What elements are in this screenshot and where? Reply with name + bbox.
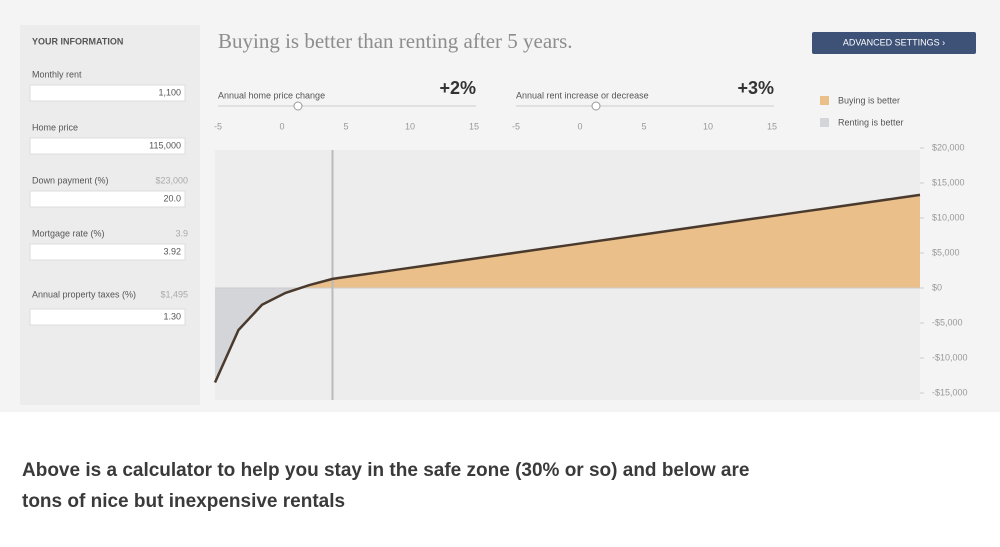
field-label: Down payment (%)	[32, 175, 109, 185]
caption-line: Above is a calculator to help you stay i…	[22, 460, 749, 481]
y-tick-label: -$5,000	[932, 317, 963, 327]
legend-swatch	[820, 118, 829, 127]
y-tick-label: $0	[932, 282, 942, 292]
slider-tick: -5	[214, 121, 222, 131]
field-label: Home price	[32, 122, 78, 132]
legend-label: Renting is better	[838, 117, 904, 127]
y-tick-label: $15,000	[932, 177, 965, 187]
slider-tick: 0	[279, 121, 284, 131]
field-input[interactable]	[29, 308, 186, 326]
y-tick-label: -$10,000	[932, 352, 968, 362]
field-hint: $1,495	[160, 289, 188, 299]
slider-tick: -5	[512, 121, 520, 131]
slider-tick: 10	[405, 121, 415, 131]
slider-knob[interactable]	[293, 101, 303, 111]
field-value[interactable]: 1.30	[163, 311, 181, 321]
legend-label: Buying is better	[838, 95, 900, 105]
y-tick-label: $10,000	[932, 212, 965, 222]
caption-line: tons of nice but inexpensive rentals	[22, 491, 345, 512]
y-tick-label: $20,000	[932, 142, 965, 152]
field-value[interactable]: 1,100	[158, 87, 181, 97]
slider-tick: 15	[469, 121, 479, 131]
slider-tick: 10	[703, 121, 713, 131]
area-positive	[215, 194, 920, 288]
button-label[interactable]: ADVANCED SETTINGS ›	[843, 37, 945, 47]
field-hint: 3.9	[175, 228, 188, 238]
slider-tick: 0	[577, 121, 582, 131]
sidebar-heading: YOUR INFORMATION	[32, 36, 123, 46]
field-label: Annual property taxes (%)	[32, 289, 136, 299]
field-input[interactable]	[29, 84, 186, 102]
advanced-settings-button[interactable]	[812, 32, 976, 54]
field-input[interactable]	[29, 190, 186, 208]
sidebar	[20, 25, 200, 405]
y-tick-label: $5,000	[932, 247, 960, 257]
slider-label: Annual home price change	[218, 90, 325, 100]
legend-swatch	[820, 96, 829, 105]
field-hint: $23,000	[155, 175, 188, 185]
slider-tick: 5	[641, 121, 646, 131]
line	[213, 193, 921, 384]
field-label: Mortgage rate (%)	[32, 228, 105, 238]
slider-tick: 15	[767, 121, 777, 131]
slider-label: Annual rent increase or decrease	[516, 90, 649, 100]
field-label: Monthly rent	[32, 69, 82, 79]
slider-knob[interactable]	[591, 101, 601, 111]
field-input[interactable]	[29, 243, 186, 261]
slider-value: +2%	[439, 78, 476, 98]
slider-value: +3%	[737, 78, 774, 98]
field-input[interactable]	[29, 137, 186, 155]
headline: Buying is better than renting after 5 ye…	[218, 29, 573, 53]
field-value[interactable]: 115,000	[149, 140, 181, 150]
slider-tick: 5	[343, 121, 348, 131]
field-value[interactable]: 3.92	[163, 246, 181, 256]
field-value[interactable]: 20.0	[163, 193, 181, 203]
y-tick-label: -$15,000	[932, 387, 968, 397]
